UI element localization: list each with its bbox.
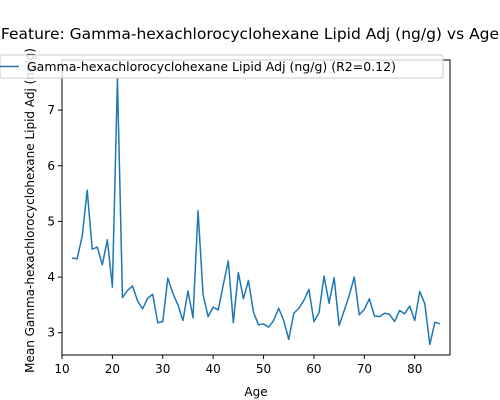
y-tick-label: 4 bbox=[47, 270, 55, 284]
x-tick-label: 70 bbox=[357, 362, 372, 376]
plot-area bbox=[62, 60, 450, 355]
y-tick-label: 3 bbox=[47, 326, 55, 340]
x-tick-label: 30 bbox=[155, 362, 170, 376]
y-axis: 3 4 5 6 7 bbox=[47, 103, 62, 340]
series-line-0 bbox=[71, 78, 441, 346]
x-axis-label: Age bbox=[244, 385, 267, 399]
y-tick-label: 5 bbox=[47, 214, 55, 228]
x-tick-label: 80 bbox=[407, 362, 422, 376]
chart-title: Feature: Gamma-hexachlorocyclohexane Lip… bbox=[1, 25, 499, 43]
line-layer bbox=[71, 78, 441, 346]
y-tick-label: 7 bbox=[47, 103, 55, 117]
x-tick-label: 40 bbox=[206, 362, 221, 376]
y-axis-label: Mean Gamma-hexachlorocyclohexane Lipid A… bbox=[23, 48, 37, 373]
legend: Gamma-hexachlorocyclohexane Lipid Adj (n… bbox=[0, 54, 444, 79]
x-tick-label: 20 bbox=[105, 362, 120, 376]
legend-entry: Gamma-hexachlorocyclohexane Lipid Adj (n… bbox=[27, 59, 396, 74]
x-tick-label: 10 bbox=[54, 362, 69, 376]
x-axis: 10 20 30 40 50 60 70 80 bbox=[54, 355, 422, 376]
y-tick-label: 6 bbox=[47, 159, 55, 173]
legend-box bbox=[0, 54, 444, 79]
x-tick-label: 50 bbox=[256, 362, 271, 376]
x-tick-label: 60 bbox=[306, 362, 321, 376]
